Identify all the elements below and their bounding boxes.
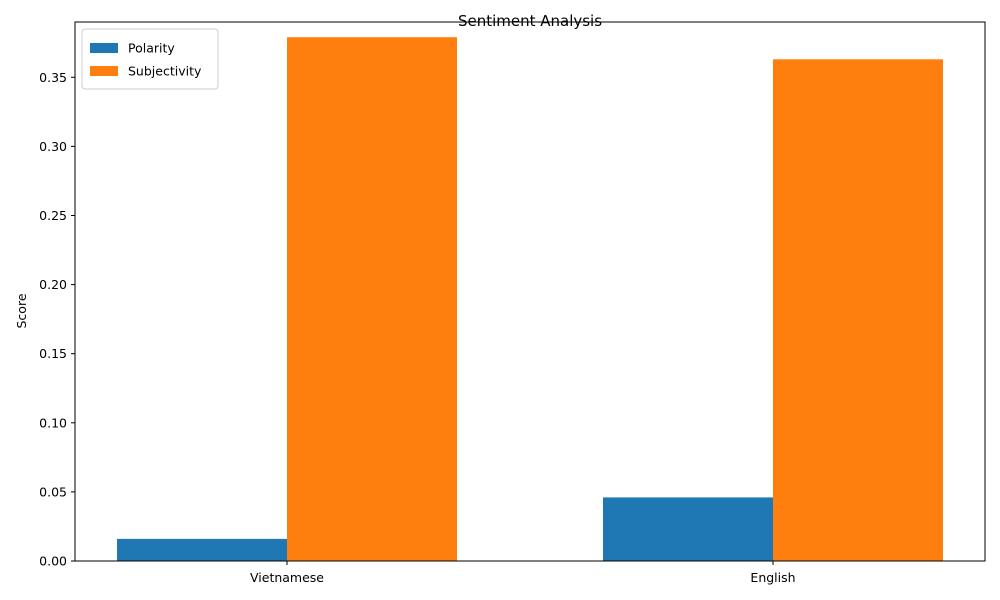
y-tick-label: 0.15 bbox=[39, 346, 67, 361]
bar-polarity-english bbox=[603, 497, 773, 561]
y-tick-label: 0.35 bbox=[39, 70, 67, 85]
y-ticks-group: 0.00 0.05 0.10 0.15 0.20 0.25 0.30 0.35 bbox=[39, 70, 75, 569]
y-tick-label: 0.30 bbox=[39, 139, 67, 154]
bar-polarity-vietnamese bbox=[117, 538, 287, 561]
legend-label-polarity: Polarity bbox=[128, 41, 175, 56]
legend-box bbox=[81, 28, 219, 90]
y-axis-label: Score bbox=[14, 293, 29, 328]
chart-title: Sentiment Analysis bbox=[458, 12, 602, 30]
y-tick-label: 0.20 bbox=[39, 277, 67, 292]
bar-subjectivity-vietnamese bbox=[287, 37, 457, 561]
legend-label-subjectivity: Subjectivity bbox=[128, 64, 202, 79]
legend: Polarity Subjectivity bbox=[81, 28, 219, 90]
x-tick-label-english: English bbox=[750, 570, 795, 585]
x-tick-label-vietnamese: Vietnamese bbox=[250, 570, 324, 585]
plot-frame bbox=[74, 21, 986, 562]
y-tick-label: 0.05 bbox=[39, 484, 67, 499]
x-ticks-group: Vietnamese English bbox=[250, 561, 796, 585]
y-tick-label: 0.25 bbox=[39, 208, 67, 223]
legend-swatch-subjectivity bbox=[90, 66, 118, 76]
bar-subjectivity-english bbox=[773, 59, 943, 562]
y-tick-label: 0.00 bbox=[39, 554, 67, 569]
y-tick-label: 0.10 bbox=[39, 415, 67, 430]
legend-swatch-polarity bbox=[90, 43, 118, 53]
bars-group bbox=[117, 37, 943, 562]
